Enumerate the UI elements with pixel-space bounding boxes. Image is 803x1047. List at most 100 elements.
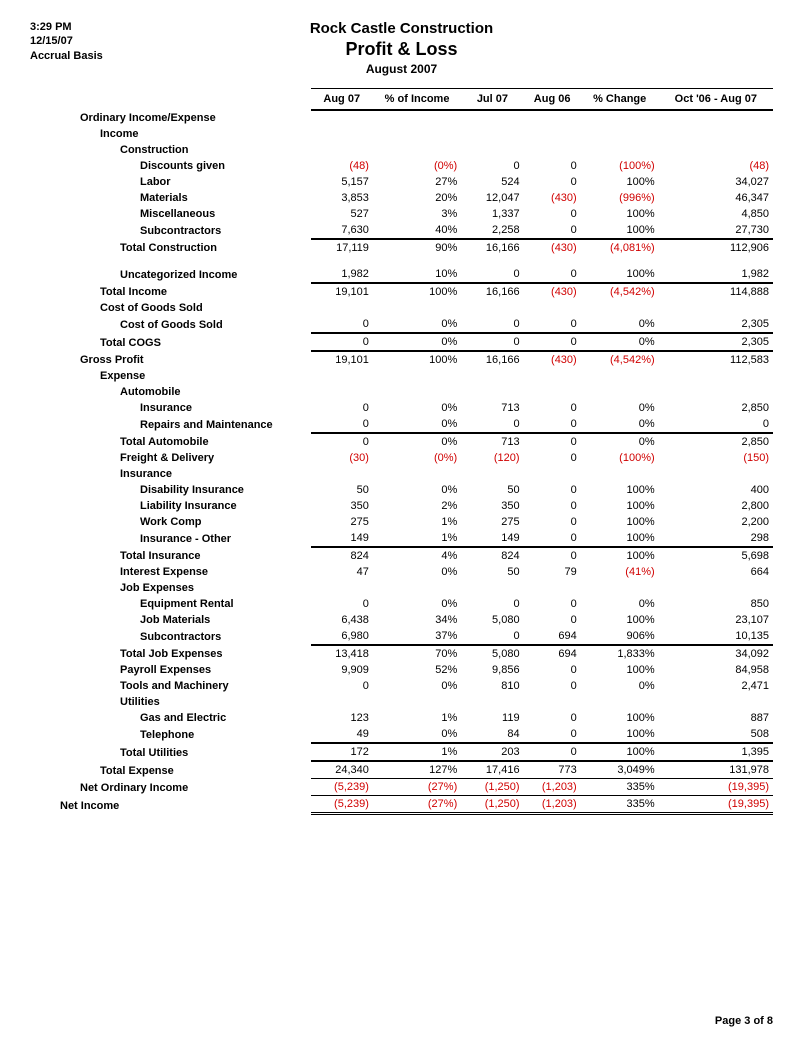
cell-jul07 xyxy=(461,368,523,384)
cell-chg: 100% xyxy=(581,514,659,530)
cell-range: 0 xyxy=(659,416,773,433)
row-label: Job Expenses xyxy=(30,580,311,596)
table-row: Construction xyxy=(30,142,773,158)
cell-pct: 0% xyxy=(373,564,461,580)
cell-jul07: 12,047 xyxy=(461,190,523,206)
table-row: Cost of Goods Sold00%000%2,305 xyxy=(30,316,773,333)
cell-aug06: 0 xyxy=(524,514,581,530)
cell-aug06: 0 xyxy=(524,433,581,450)
cell-range: 27,730 xyxy=(659,222,773,239)
table-row: Gas and Electric1231%1190100%887 xyxy=(30,710,773,726)
cell-chg: (100%) xyxy=(581,450,659,466)
table-row: Work Comp2751%2750100%2,200 xyxy=(30,514,773,530)
table-row: Total Job Expenses13,41870%5,0806941,833… xyxy=(30,645,773,662)
cell-aug07: 0 xyxy=(311,433,373,450)
table-row: Total Expense24,340127%17,4167733,049%13… xyxy=(30,761,773,779)
cell-chg: 100% xyxy=(581,498,659,514)
col-aug07: Aug 07 xyxy=(311,89,373,111)
cell-aug07: 6,980 xyxy=(311,628,373,645)
cell-jul07 xyxy=(461,580,523,596)
cell-aug07: 13,418 xyxy=(311,645,373,662)
row-label: Cost of Goods Sold xyxy=(30,300,311,316)
cell-jul07: 713 xyxy=(461,433,523,450)
cell-aug07: 19,101 xyxy=(311,351,373,368)
row-label: Ordinary Income/Expense xyxy=(30,110,311,126)
cell-range xyxy=(659,110,773,126)
cell-pct xyxy=(373,580,461,596)
cell-range: 400 xyxy=(659,482,773,498)
cell-range: 850 xyxy=(659,596,773,612)
cell-pct: (27%) xyxy=(373,779,461,796)
company-name: Rock Castle Construction xyxy=(30,20,773,37)
cell-aug07: 47 xyxy=(311,564,373,580)
cell-aug06: 694 xyxy=(524,645,581,662)
cell-jul07: 17,416 xyxy=(461,761,523,779)
cell-aug07: 824 xyxy=(311,547,373,564)
cell-jul07: 524 xyxy=(461,174,523,190)
cell-range: (150) xyxy=(659,450,773,466)
cell-aug06: (1,203) xyxy=(524,796,581,814)
cell-aug06 xyxy=(524,126,581,142)
row-label: Disability Insurance xyxy=(30,482,311,498)
cell-aug06: 0 xyxy=(524,726,581,743)
cell-aug07: 350 xyxy=(311,498,373,514)
cell-pct xyxy=(373,694,461,710)
cell-jul07: 0 xyxy=(461,266,523,283)
cell-aug06 xyxy=(524,110,581,126)
row-label: Discounts given xyxy=(30,158,311,174)
cell-jul07: 5,080 xyxy=(461,612,523,628)
cell-range: 298 xyxy=(659,530,773,547)
table-row: Utilities xyxy=(30,694,773,710)
row-label: Uncategorized Income xyxy=(30,266,311,283)
cell-aug07: 0 xyxy=(311,333,373,351)
cell-range: 112,906 xyxy=(659,239,773,256)
cell-range: 34,027 xyxy=(659,174,773,190)
cell-aug07: (5,239) xyxy=(311,796,373,814)
cell-chg: (4,081%) xyxy=(581,239,659,256)
cell-chg: 335% xyxy=(581,796,659,814)
row-label: Gas and Electric xyxy=(30,710,311,726)
cell-pct: 1% xyxy=(373,530,461,547)
cell-range xyxy=(659,466,773,482)
table-row: Insurance - Other1491%1490100%298 xyxy=(30,530,773,547)
cell-pct xyxy=(373,466,461,482)
cell-jul07: (120) xyxy=(461,450,523,466)
cell-aug06: 0 xyxy=(524,678,581,694)
table-row: Total Income19,101100%16,166(430)(4,542%… xyxy=(30,283,773,300)
table-row: Equipment Rental00%000%850 xyxy=(30,596,773,612)
cell-chg: (4,542%) xyxy=(581,283,659,300)
report-title-block: Rock Castle Construction Profit & Loss A… xyxy=(30,20,773,76)
cell-aug06: (430) xyxy=(524,351,581,368)
cell-pct: 52% xyxy=(373,662,461,678)
cell-range: (19,395) xyxy=(659,796,773,814)
cell-aug06: 0 xyxy=(524,530,581,547)
table-row: Labor5,15727%5240100%34,027 xyxy=(30,174,773,190)
row-label: Construction xyxy=(30,142,311,158)
cell-range: 664 xyxy=(659,564,773,580)
table-row: Gross Profit19,101100%16,166(430)(4,542%… xyxy=(30,351,773,368)
cell-chg: 0% xyxy=(581,333,659,351)
row-label: Total Expense xyxy=(30,761,311,779)
cell-range: 2,471 xyxy=(659,678,773,694)
cell-jul07 xyxy=(461,142,523,158)
cell-chg: 0% xyxy=(581,433,659,450)
cell-aug06: 0 xyxy=(524,450,581,466)
row-label: Work Comp xyxy=(30,514,311,530)
cell-range: (48) xyxy=(659,158,773,174)
row-label: Miscellaneous xyxy=(30,206,311,222)
cell-aug07 xyxy=(311,142,373,158)
row-label: Freight & Delivery xyxy=(30,450,311,466)
table-row: Repairs and Maintenance00%000%0 xyxy=(30,416,773,433)
cell-pct: 0% xyxy=(373,482,461,498)
cell-pct: 1% xyxy=(373,514,461,530)
cell-aug06 xyxy=(524,368,581,384)
cell-aug06: 0 xyxy=(524,596,581,612)
cell-pct: 0% xyxy=(373,678,461,694)
row-label: Subcontractors xyxy=(30,628,311,645)
cell-range: 5,698 xyxy=(659,547,773,564)
cell-range: 4,850 xyxy=(659,206,773,222)
cell-pct: 10% xyxy=(373,266,461,283)
cell-range: 2,850 xyxy=(659,400,773,416)
cell-pct: 0% xyxy=(373,316,461,333)
cell-aug06: 0 xyxy=(524,266,581,283)
